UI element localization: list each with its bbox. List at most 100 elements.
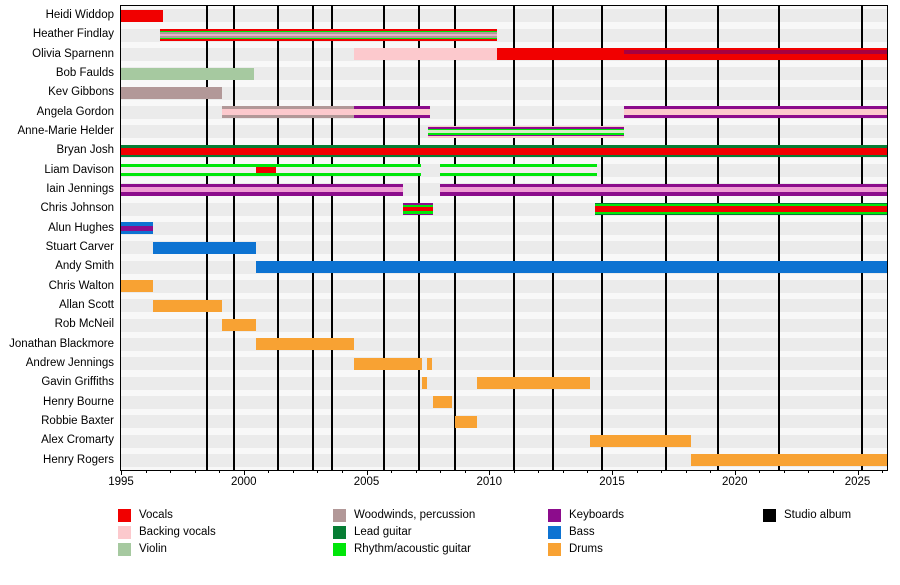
- axis-tick: [145, 470, 147, 473]
- row-track: [121, 357, 887, 371]
- member-role-bar: [256, 261, 887, 273]
- role-stripe: [121, 145, 887, 148]
- role-stripe: [624, 50, 887, 54]
- studio-album-line: [277, 6, 280, 470]
- member-name: Liam Davison: [44, 163, 114, 176]
- legend-swatch-drums: [548, 543, 561, 556]
- axis-tick: [636, 470, 638, 473]
- role-stripe: [421, 377, 427, 389]
- axis-tick: [219, 470, 221, 473]
- axis-tick-label: 2005: [353, 476, 380, 488]
- studio-album-line: [418, 6, 421, 470]
- member-name: Chris Johnson: [40, 202, 114, 215]
- axis-tick: [538, 470, 540, 473]
- member-name: Stuart Carver: [45, 241, 114, 253]
- axis-tick: [243, 470, 245, 475]
- role-stripe: [160, 30, 497, 33]
- role-stripe: [432, 396, 453, 409]
- row-track: [121, 415, 887, 429]
- member-name: Heather Findlay: [32, 28, 114, 41]
- axis-tick: [562, 470, 564, 473]
- year-axis: 1995 2000 2005 2010 2015 2020 2025: [108, 470, 887, 496]
- axis-tick: [832, 470, 834, 473]
- member-name: Bob Faulds: [55, 67, 114, 79]
- member-role-bar: [440, 183, 887, 196]
- role-stripe: [160, 36, 497, 38]
- member-role-bar: [354, 106, 431, 119]
- role-stripe: [121, 167, 257, 174]
- member-role-bar: [476, 377, 590, 389]
- member-name: Robbie Baxter: [41, 415, 114, 427]
- legend-swatch-rhythm_guitar: [333, 543, 346, 556]
- role-stripe: [354, 115, 431, 119]
- role-stripe: [275, 167, 421, 174]
- row-track: [121, 279, 887, 293]
- legend-swatch-backing: [118, 526, 131, 539]
- axis-tick: [121, 470, 122, 475]
- role-stripe: [454, 415, 477, 428]
- axis-tick: [734, 470, 736, 475]
- role-stripe: [440, 187, 887, 193]
- role-stripe: [121, 147, 887, 155]
- member-role-bar: [121, 280, 153, 293]
- role-stripe: [440, 167, 598, 174]
- role-stripe: [256, 261, 887, 273]
- member-role-bar: [121, 164, 257, 177]
- member-role-bar: [121, 9, 163, 22]
- member-role-bar: [121, 183, 404, 196]
- role-stripe: [427, 128, 625, 131]
- studio-album-line: [331, 6, 334, 470]
- axis-tick: [685, 470, 687, 473]
- role-stripe: [121, 225, 153, 231]
- member-name: Jonathan Blackmore: [9, 337, 114, 350]
- role-stripe: [594, 212, 887, 214]
- member-name: Heidi Widdop: [45, 9, 114, 21]
- role-stripe: [427, 132, 625, 135]
- legend-swatch-lead_guitar: [333, 526, 346, 539]
- member-role-bar: [121, 87, 222, 99]
- member-role-bar: [624, 106, 887, 119]
- role-stripe: [121, 154, 887, 157]
- studio-album-line: [552, 6, 555, 470]
- role-stripe: [256, 164, 276, 168]
- legend-swatch-album: [763, 509, 776, 522]
- axis-tick: [415, 470, 417, 473]
- member-name: Iain Jennings: [46, 183, 114, 195]
- role-stripe: [440, 164, 598, 168]
- role-stripe: [152, 299, 222, 312]
- role-stripe: [152, 241, 257, 254]
- member-role-bar: [121, 222, 153, 235]
- member-name: Henry Rogers: [43, 453, 114, 466]
- role-stripe: [403, 207, 433, 211]
- row-track: [121, 86, 887, 100]
- role-stripe: [121, 222, 153, 226]
- axis-tick: [513, 470, 515, 473]
- member-role-bar: [152, 299, 222, 312]
- member-role-bar: [624, 48, 887, 61]
- member-name: Andrew Jennings: [25, 357, 114, 369]
- legend-label: Studio album: [784, 509, 852, 521]
- axis-tick: [489, 470, 491, 475]
- role-stripe: [354, 109, 431, 116]
- legend-label: Vocals: [139, 509, 173, 521]
- member-role-bar: [275, 164, 421, 177]
- studio-album-line: [861, 6, 864, 470]
- member-role-bar: [403, 203, 433, 215]
- role-stripe: [589, 435, 691, 447]
- member-role-bar: [121, 145, 887, 157]
- axis-tick-label: 2020: [721, 476, 748, 488]
- role-stripe: [476, 377, 590, 389]
- role-stripe: [403, 203, 433, 205]
- axis-tick-label: 2010: [476, 476, 503, 488]
- member-role-bar: [221, 319, 257, 331]
- role-stripe: [496, 48, 625, 61]
- role-stripe: [121, 183, 404, 188]
- role-stripe: [427, 125, 625, 127]
- member-name: Andy Smith: [55, 260, 114, 273]
- member-role-bar: [454, 415, 477, 428]
- role-stripe: [354, 106, 431, 110]
- role-stripe: [403, 204, 433, 207]
- axis-tick-label: 2025: [844, 476, 871, 488]
- member-name: Chris Walton: [48, 279, 114, 292]
- member-name: Alex Cromarty: [41, 434, 114, 447]
